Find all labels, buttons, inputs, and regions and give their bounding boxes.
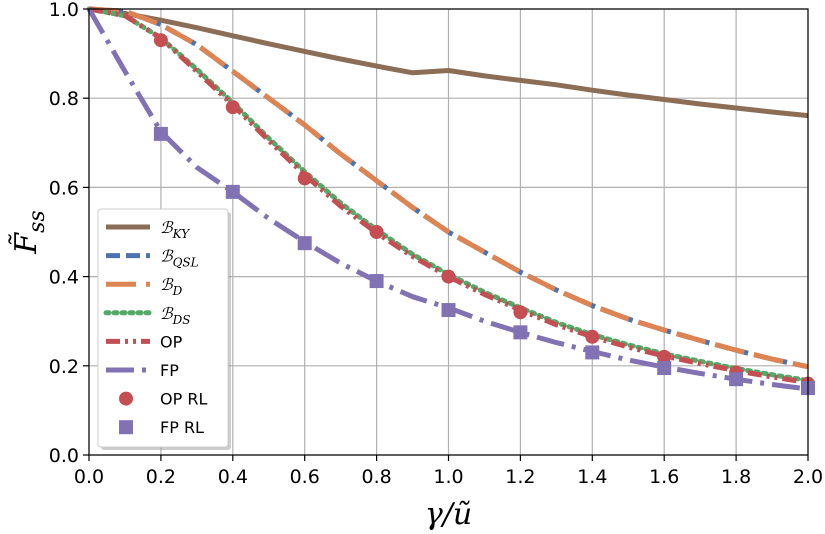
x-tick-label: 1.6 <box>649 466 679 488</box>
marker-fp-rl <box>153 126 168 141</box>
x-tick-label: 1.2 <box>505 466 535 488</box>
series-line-op <box>88 6 809 386</box>
marker-op-rl <box>369 225 384 239</box>
series-line--d <box>88 6 809 370</box>
marker-fp-rl <box>657 361 672 376</box>
x-tick-label: 0.2 <box>146 466 176 488</box>
marker-op-rl <box>225 100 240 115</box>
y-axis-label: F̃ss <box>9 210 50 254</box>
y-tick-label: 0.8 <box>49 88 79 110</box>
marker-fp-rl <box>585 345 600 360</box>
y-tick-label: 0.6 <box>49 177 79 199</box>
marker-op-rl <box>153 33 168 48</box>
legend-label: FP <box>160 361 179 380</box>
legend-marker <box>119 420 133 435</box>
legend-label: ℬKY <box>160 218 190 241</box>
x-tick-label: 1.4 <box>577 466 607 488</box>
x-tick-label: 0.6 <box>290 466 320 488</box>
legend: ℬKY ℬQSL ℬD ℬDS OP FP OP RL FP RL <box>97 208 231 450</box>
marker-op-rl <box>297 171 312 186</box>
marker-op-rl <box>585 329 600 344</box>
marker-fp-rl <box>513 325 528 340</box>
legend-label: ℬQSL <box>160 247 199 270</box>
x-tick-label: 0.8 <box>361 466 391 488</box>
axis-ticks: 0.0 0.2 0.4 0.6 0.8 1.0 1.2 1.4 1.6 1.8 2.0 0.0 0.2 0… <box>49 0 823 488</box>
x-tick-label: 1.8 <box>721 466 751 488</box>
x-tick-label: 1.0 <box>433 466 463 488</box>
x-tick-label: 0.0 <box>74 466 104 488</box>
y-label-subscript: ss <box>25 210 50 233</box>
legend-label: OP <box>160 332 183 351</box>
marker-fp-rl <box>225 184 240 199</box>
y-tick-label: 0.4 <box>49 267 79 289</box>
series-line--ky <box>88 6 809 119</box>
legend-marker <box>119 391 133 406</box>
legend-label: ℬDS <box>160 304 190 327</box>
marker-op-rl <box>657 349 672 364</box>
y-label-main: F̃ <box>9 232 44 255</box>
marker-fp-rl <box>369 274 384 289</box>
x-axis-label: γ/ũ <box>425 497 472 532</box>
legend-label: ℬD <box>160 275 183 298</box>
x-tick-label: 0.4 <box>218 466 248 488</box>
marker-op-rl <box>441 269 456 284</box>
x-tick-label: 2.0 <box>793 466 823 488</box>
marker-fp-rl <box>441 303 456 318</box>
legend-label: OP RL <box>160 390 207 409</box>
marker-op-rl <box>513 305 528 320</box>
legend-box <box>97 208 229 448</box>
y-tick-label: 0.2 <box>49 356 79 378</box>
legend-label: FP RL <box>160 418 204 437</box>
marker-fp-rl <box>729 372 744 387</box>
y-tick-label: 0.0 <box>49 445 79 467</box>
marker-fp-rl <box>297 236 312 251</box>
y-tick-label: 1.0 <box>49 0 79 21</box>
